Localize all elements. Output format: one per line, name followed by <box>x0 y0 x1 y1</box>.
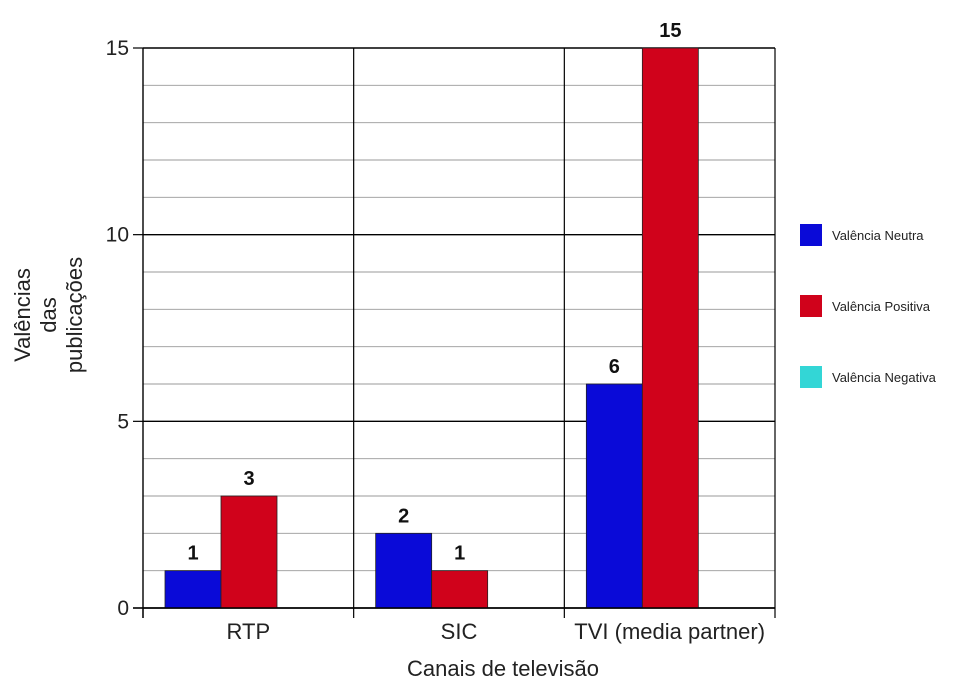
y-axis-title-line-3: publicações <box>62 257 87 373</box>
legend-swatch <box>800 366 822 388</box>
data-label: 1 <box>187 543 198 565</box>
plot-frame <box>133 47 776 618</box>
x-category-label: TVI (media partner) <box>574 619 765 644</box>
x-category-label: SIC <box>441 619 478 644</box>
bar <box>164 570 222 609</box>
bar <box>431 570 489 609</box>
bar <box>641 47 699 609</box>
x-axis-title: Canais de televisão <box>407 656 599 680</box>
bar <box>220 495 278 609</box>
y-tick-label: 5 <box>117 410 129 433</box>
y-axis-title: Valências das publicações <box>10 257 87 373</box>
y-tick-labels: 0 5 10 15 <box>106 37 129 620</box>
y-tick-label: 15 <box>106 37 129 60</box>
bars <box>164 47 699 609</box>
data-labels: 1 3 2 1 6 15 <box>187 20 681 565</box>
bar <box>585 383 643 609</box>
data-label: 3 <box>243 468 254 490</box>
data-label: 1 <box>454 543 465 565</box>
legend-label: Valência Negativa <box>832 370 937 385</box>
data-label: 6 <box>609 356 620 378</box>
data-label: 2 <box>398 505 409 527</box>
x-category-labels: RTP SIC TVI (media partner) <box>227 619 766 644</box>
y-axis-title-line-2: das <box>36 297 61 332</box>
legend-label: Valência Neutra <box>832 228 924 243</box>
y-tick-label: 10 <box>106 224 129 247</box>
data-label: 15 <box>659 20 681 42</box>
y-tick-label: 0 <box>117 597 129 620</box>
bar <box>375 532 433 609</box>
legend-label: Valência Positiva <box>832 299 931 314</box>
legend-swatch <box>800 295 822 317</box>
legend: Valência Neutra Valência Positiva Valência… <box>800 224 937 388</box>
y-axis-title-line-1: Valências <box>10 268 35 362</box>
legend-swatch <box>800 224 822 246</box>
x-category-label: RTP <box>227 619 271 644</box>
